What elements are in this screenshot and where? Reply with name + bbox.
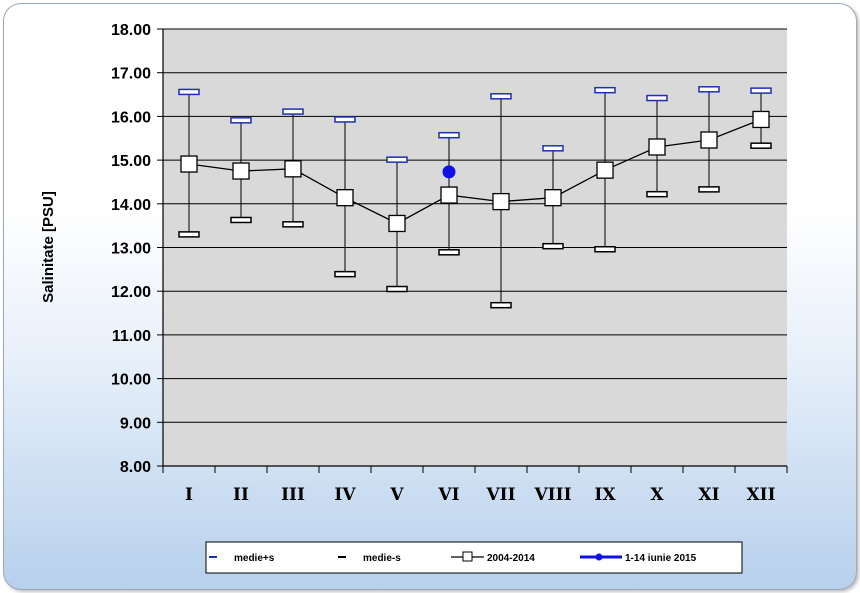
marker-medie-minus-s bbox=[698, 186, 720, 193]
marker-2004-2014 bbox=[648, 138, 666, 156]
marker-2004-2014 bbox=[284, 160, 302, 178]
axes bbox=[162, 29, 788, 473]
marker-medie-plus-s bbox=[698, 86, 720, 93]
x-tick-label: IX bbox=[594, 485, 616, 505]
marker-medie-plus-s bbox=[646, 94, 668, 102]
point-2015 bbox=[442, 165, 456, 179]
marker-medie-minus-s bbox=[230, 216, 252, 224]
marker-2004-2014 bbox=[596, 161, 614, 179]
y-tick-label: 12.00 bbox=[111, 284, 151, 301]
x-tick-label: II bbox=[233, 485, 249, 505]
marker-medie-minus-s bbox=[438, 249, 460, 256]
marker-medie-plus-s bbox=[542, 145, 564, 152]
legend-marker-2004-2014 bbox=[462, 551, 473, 562]
y-axis-label: Salinitate [PSU] bbox=[40, 191, 57, 303]
y-tick-label: 16.00 bbox=[111, 109, 151, 126]
marker-2004-2014 bbox=[440, 186, 458, 204]
marker-2004-2014 bbox=[336, 189, 354, 207]
y-tick-label: 17.00 bbox=[111, 66, 151, 83]
legend-label-2015: 1-14 iunie 2015 bbox=[625, 553, 697, 564]
marker-medie-minus-s bbox=[646, 190, 668, 198]
legend-label-2004-2014: 2004-2014 bbox=[487, 553, 535, 564]
series-2004-2014 bbox=[180, 110, 770, 233]
line-2004-2014 bbox=[188, 118, 762, 225]
marker-medie-plus-s bbox=[386, 156, 408, 163]
y-tick-label: 18.00 bbox=[111, 22, 151, 39]
marker-medie-plus-s bbox=[750, 87, 772, 94]
marker-2004-2014 bbox=[232, 162, 250, 180]
x-tick-label: VIII bbox=[533, 485, 571, 505]
marker-2004-2014 bbox=[544, 189, 562, 207]
error-bars bbox=[178, 86, 772, 309]
grid-lines bbox=[157, 28, 787, 467]
marker-medie-minus-s bbox=[750, 142, 772, 149]
marker-medie-plus-s bbox=[438, 131, 460, 139]
marker-medie-plus-s bbox=[282, 108, 304, 115]
legend-label-medie-plus-s: medie+s bbox=[234, 553, 275, 564]
marker-2004-2014 bbox=[180, 155, 198, 173]
marker-medie-plus-s bbox=[334, 116, 356, 123]
x-tick-label: VI bbox=[437, 485, 459, 505]
marker-medie-minus-s bbox=[542, 242, 564, 250]
marker-medie-plus-s bbox=[178, 88, 200, 96]
x-tick-label: X bbox=[650, 485, 664, 505]
y-tick-label: 13.00 bbox=[111, 241, 151, 258]
marker-medie-minus-s bbox=[178, 231, 200, 238]
marker-medie-minus-s bbox=[282, 221, 304, 228]
legend: medie+s medie-s 2004-2014 1-14 iunie 201… bbox=[205, 541, 743, 574]
marker-medie-minus-s bbox=[386, 285, 408, 293]
marker-medie-plus-s bbox=[490, 93, 512, 100]
x-tick-label: V bbox=[389, 485, 404, 505]
y-tick-label: 8.00 bbox=[120, 459, 151, 476]
x-tick-label: XI bbox=[698, 485, 719, 505]
marker-medie-minus-s bbox=[334, 270, 356, 278]
y-tick-label: 11.00 bbox=[112, 328, 151, 345]
marker-2004-2014 bbox=[700, 131, 718, 149]
series-2015 bbox=[442, 165, 456, 179]
x-tick-label: III bbox=[281, 485, 305, 505]
y-tick-labels: 8.00 9.00 10.00 11.00 12.00 13.00 14.00 15.00 16… bbox=[111, 22, 151, 476]
marker-medie-minus-s bbox=[490, 301, 512, 309]
marker-medie-plus-s bbox=[230, 117, 252, 124]
x-tick-label: VII bbox=[485, 485, 515, 505]
y-tick-label: 10.00 bbox=[111, 372, 151, 389]
legend-label-medie-minus-s: medie-s bbox=[363, 553, 401, 564]
y-tick-label: 14.00 bbox=[111, 197, 151, 214]
x-tick-label: I bbox=[185, 485, 193, 505]
marker-medie-plus-s bbox=[594, 86, 616, 94]
x-tick-labels: I II III IV V VI VII VIII IX X XI XII bbox=[185, 485, 776, 505]
x-tick-label: XII bbox=[746, 485, 775, 505]
marker-2004-2014 bbox=[752, 110, 770, 129]
marker-2004-2014 bbox=[388, 214, 406, 233]
legend-marker-2015 bbox=[595, 553, 603, 561]
y-tick-label: 9.00 bbox=[120, 415, 151, 432]
x-tick-label: IV bbox=[334, 485, 356, 505]
y-tick-label: 15.00 bbox=[111, 153, 151, 170]
marker-medie-minus-s bbox=[594, 245, 616, 253]
marker-2004-2014 bbox=[492, 192, 510, 211]
